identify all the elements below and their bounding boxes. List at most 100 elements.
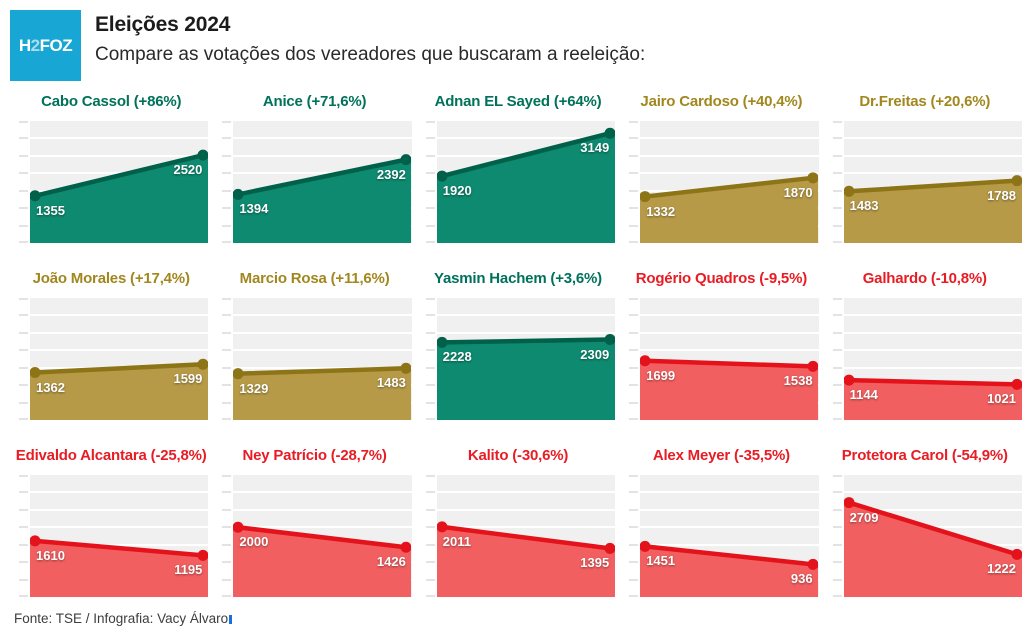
end-point-dot <box>1011 175 1022 187</box>
axis-tick <box>629 241 639 243</box>
axis-tick <box>19 331 28 334</box>
plot-area: 1483 1788 <box>843 121 1022 243</box>
y-axis-tick-gutter <box>217 298 233 420</box>
trend-line <box>642 175 816 199</box>
axis-tick <box>19 298 28 300</box>
area-chart <box>640 355 819 420</box>
gridline <box>640 349 819 352</box>
axis-tick <box>425 172 435 175</box>
gridline <box>233 366 412 369</box>
axis-tick <box>19 508 28 511</box>
trend-line <box>236 366 409 376</box>
chart-card: Marcio Rosa (+11,6%) 1329 1483 <box>217 270 412 420</box>
end-point-dot <box>1011 548 1022 560</box>
start-point-dot <box>640 355 651 367</box>
gridline <box>233 331 412 334</box>
chart-title: Adnan EL Sayed (+64%) <box>434 93 602 110</box>
axis-tick <box>19 561 28 564</box>
end-point-dot <box>807 360 819 372</box>
end-value-label: 1788 <box>987 187 1016 203</box>
end-value-label: 1426 <box>376 554 406 570</box>
axis-tick <box>222 475 232 477</box>
footer: Fonte: TSE / Infografia: Vacy Álvaro <box>0 597 1036 626</box>
text-cursor-mark <box>229 615 233 624</box>
plot-row: 2000 1426 <box>217 475 412 597</box>
area-chart <box>843 497 1022 597</box>
y-axis-tick-gutter <box>421 475 437 597</box>
chart-card: Rogério Quadros (-9,5%) 1699 1538 <box>624 270 819 420</box>
axis-tick <box>425 137 435 140</box>
end-point-dot <box>197 358 208 370</box>
axis-tick <box>425 224 435 227</box>
axis-tick <box>832 401 842 404</box>
gridline <box>843 154 1022 157</box>
trend-line <box>642 358 816 369</box>
axis-tick <box>629 561 639 564</box>
gridline <box>233 172 412 175</box>
axis-tick <box>19 207 28 210</box>
gridline <box>843 137 1022 140</box>
chart-card: Cabo Cassol (+86%) 1355 2520 <box>14 93 209 243</box>
plot-row: 1610 1195 <box>14 475 209 597</box>
y-axis-tick-gutter <box>421 121 437 243</box>
y-axis-tick-gutter <box>828 121 844 243</box>
gridline <box>843 314 1022 317</box>
trend-line <box>236 157 409 197</box>
axis-tick <box>629 298 639 300</box>
plot-area: 1362 1599 <box>30 298 209 420</box>
chart-title: Anice (+71,6%) <box>262 93 367 110</box>
end-value-label: 2392 <box>376 166 406 182</box>
source-credit: Fonte: TSE / Infografia: Vacy Álvaro <box>14 611 229 626</box>
header-titles: Eleições 2024 Compare as votações dos ve… <box>95 10 645 66</box>
chart-card: Galhardo (-10,8%) 1144 1021 <box>828 270 1022 420</box>
axis-tick <box>832 121 842 123</box>
end-value-label: 2309 <box>580 346 610 362</box>
area-fill <box>233 159 412 243</box>
chart-title: Kalito (-30,6%) <box>467 447 569 464</box>
start-point-dot <box>233 521 244 533</box>
axis-tick <box>222 331 232 334</box>
plot-row: 1394 2392 <box>217 121 412 243</box>
start-value-label: 2011 <box>442 533 471 549</box>
trend-line <box>439 524 613 551</box>
end-point-dot <box>197 549 208 561</box>
plot-row: 1355 2520 <box>14 121 209 243</box>
h2foz-logo[interactable]: H 2 FOZ <box>10 10 81 81</box>
gridline <box>436 314 616 317</box>
start-value-label: 1329 <box>239 380 269 396</box>
end-point-dot <box>400 541 412 553</box>
start-value-label: 1610 <box>36 547 65 563</box>
y-axis-tick-gutter <box>624 298 640 420</box>
gridline <box>436 508 616 511</box>
gridline <box>640 314 819 317</box>
axis-tick <box>832 561 842 564</box>
logo-letter-h: H <box>18 35 31 55</box>
axis-tick <box>425 561 435 564</box>
axis-tick <box>629 384 639 387</box>
trend-line <box>846 377 1019 387</box>
start-value-label: 1920 <box>442 183 472 199</box>
axis-tick <box>832 154 842 157</box>
axis-tick <box>425 241 435 243</box>
plot-area: 1699 1538 <box>640 298 819 420</box>
axis-tick <box>222 224 232 227</box>
page-subtitle: Compare as votações dos vereadores que b… <box>95 44 646 65</box>
plot-area: 2228 2309 <box>436 298 616 420</box>
start-point-dot <box>233 368 244 380</box>
page-title: Eleições 2024 <box>95 13 231 36</box>
axis-tick <box>629 121 639 123</box>
trend-line <box>439 130 613 179</box>
axis-tick <box>832 241 842 243</box>
area-fill <box>843 180 1022 243</box>
axis-tick <box>629 578 639 581</box>
axis-tick <box>832 298 842 300</box>
axis-tick <box>832 543 842 546</box>
gridline <box>233 526 412 529</box>
axis-tick <box>629 595 639 597</box>
area-chart <box>30 535 208 597</box>
axis-tick <box>222 241 232 243</box>
gridline <box>843 172 1022 175</box>
chart-title: Alex Meyer (-35,5%) <box>652 447 790 464</box>
y-axis-tick-gutter <box>14 121 30 243</box>
start-value-label: 2000 <box>239 534 269 550</box>
